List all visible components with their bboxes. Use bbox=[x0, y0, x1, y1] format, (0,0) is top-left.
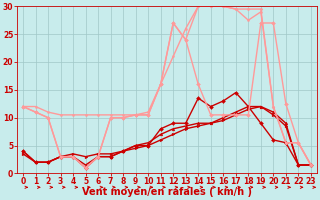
X-axis label: Vent moyen/en rafales ( km/h ): Vent moyen/en rafales ( km/h ) bbox=[82, 187, 252, 197]
